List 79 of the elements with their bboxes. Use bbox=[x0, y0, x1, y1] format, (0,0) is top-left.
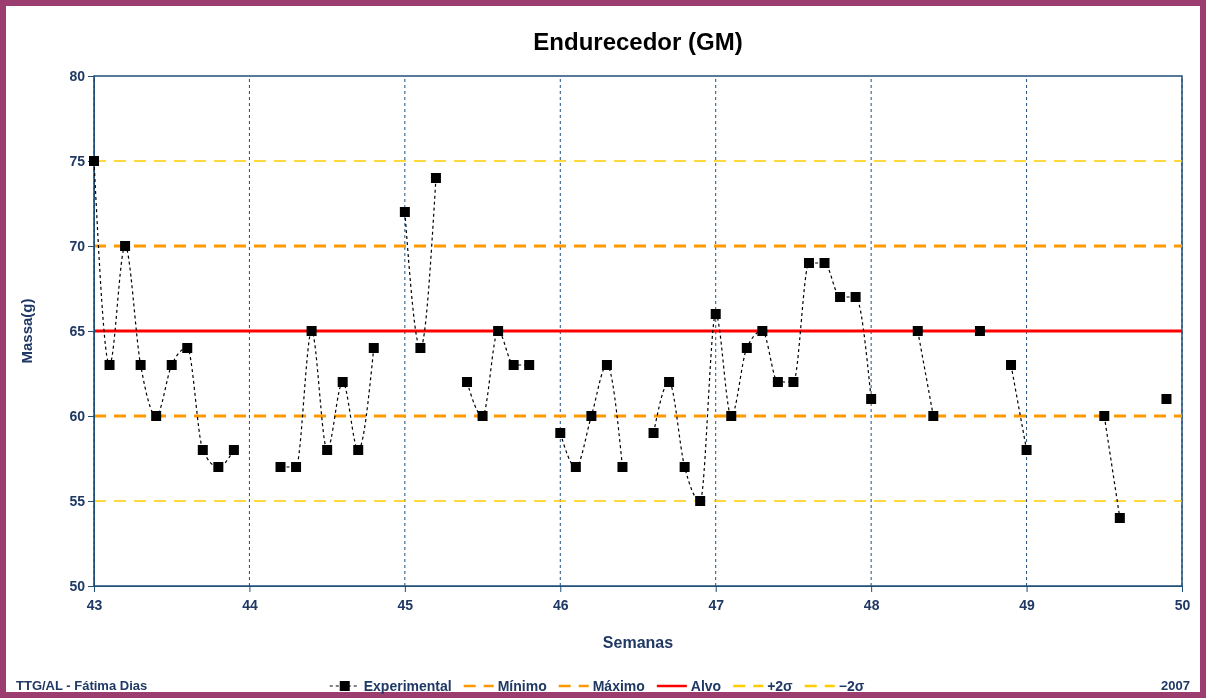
point bbox=[866, 394, 877, 404]
point bbox=[197, 445, 208, 455]
point bbox=[648, 428, 659, 438]
x-tick-label: 44 bbox=[242, 597, 258, 614]
point bbox=[399, 207, 410, 217]
y-axis-title: Massa(g) bbox=[18, 298, 35, 364]
point bbox=[104, 360, 115, 370]
point bbox=[353, 445, 364, 455]
point bbox=[757, 326, 768, 336]
point bbox=[601, 360, 612, 370]
y-tick-label: 50 bbox=[69, 577, 86, 594]
point bbox=[166, 360, 177, 370]
x-tick-label: 45 bbox=[397, 597, 414, 614]
point bbox=[368, 343, 379, 353]
y-tick-label: 55 bbox=[69, 492, 86, 509]
point bbox=[1099, 411, 1110, 421]
point bbox=[664, 377, 675, 387]
legend-label: Alvo bbox=[690, 678, 722, 694]
legend-label: Máximo bbox=[592, 678, 645, 694]
point bbox=[182, 343, 193, 353]
point bbox=[772, 377, 783, 387]
point bbox=[586, 411, 597, 421]
point bbox=[617, 462, 628, 472]
point bbox=[89, 156, 99, 166]
chart-title: Endurecedor (GM) bbox=[533, 28, 743, 55]
point bbox=[741, 343, 752, 353]
point bbox=[835, 292, 846, 302]
x-tick-label: 50 bbox=[1174, 597, 1191, 614]
y-tick-label: 65 bbox=[69, 322, 86, 339]
x-tick-label: 46 bbox=[553, 597, 569, 614]
y-tick-label: 70 bbox=[69, 237, 86, 254]
y-tick-label: 80 bbox=[69, 67, 86, 84]
point bbox=[726, 411, 737, 421]
y-tick-label: 60 bbox=[69, 407, 86, 424]
point bbox=[337, 377, 348, 387]
point bbox=[477, 411, 488, 421]
point bbox=[1021, 445, 1032, 455]
legend-label: +2σ bbox=[767, 678, 794, 694]
point bbox=[135, 360, 146, 370]
point bbox=[974, 326, 985, 336]
text: TTG/AL - Fátima Dias bbox=[16, 678, 148, 693]
point bbox=[1161, 394, 1172, 404]
point bbox=[1006, 360, 1017, 370]
point bbox=[508, 360, 519, 370]
point bbox=[322, 445, 333, 455]
point bbox=[850, 292, 861, 302]
point bbox=[291, 462, 302, 472]
point bbox=[306, 326, 317, 336]
legend-label: Mínimo bbox=[497, 678, 547, 694]
point bbox=[928, 411, 939, 421]
legend-label: −2σ bbox=[838, 678, 865, 694]
point bbox=[555, 428, 566, 438]
point bbox=[819, 258, 830, 268]
x-axis-title: Semanas bbox=[602, 634, 674, 651]
point bbox=[430, 173, 441, 183]
point bbox=[912, 326, 923, 336]
point bbox=[788, 377, 799, 387]
y-tick-label: 75 bbox=[69, 152, 86, 169]
point bbox=[275, 462, 286, 472]
point bbox=[462, 377, 473, 387]
point bbox=[710, 309, 721, 319]
point bbox=[493, 326, 504, 336]
point bbox=[570, 462, 581, 472]
point bbox=[679, 462, 690, 472]
x-tick-label: 48 bbox=[863, 597, 880, 614]
legend-label: Experimental bbox=[363, 678, 452, 694]
x-tick-label: 43 bbox=[86, 597, 103, 614]
x-tick-label: 49 bbox=[1019, 597, 1036, 614]
point bbox=[524, 360, 535, 370]
point bbox=[695, 496, 706, 506]
point bbox=[213, 462, 224, 472]
point bbox=[415, 343, 426, 353]
point bbox=[228, 445, 239, 455]
text: 2007 bbox=[1161, 678, 1190, 693]
x-tick-label: 47 bbox=[708, 597, 725, 614]
point bbox=[803, 258, 814, 268]
point bbox=[1114, 513, 1125, 523]
point bbox=[120, 241, 131, 251]
point bbox=[151, 411, 162, 421]
